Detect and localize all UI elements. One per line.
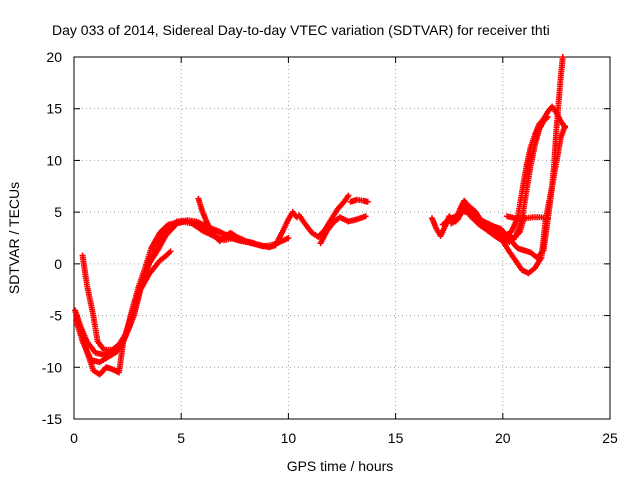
x-axis-title: GPS time / hours bbox=[287, 458, 394, 474]
y-tick-label: 10 bbox=[46, 152, 62, 168]
x-tick-label: 10 bbox=[281, 430, 297, 446]
data-point-markers bbox=[296, 192, 352, 240]
data-series bbox=[72, 54, 568, 378]
chart-title: Day 033 of 2014, Sidereal Day-to-day VTE… bbox=[52, 22, 550, 38]
y-tick-label: 5 bbox=[54, 204, 62, 220]
x-tick-label: 15 bbox=[388, 430, 404, 446]
data-point-markers bbox=[454, 103, 568, 240]
data-point-markers bbox=[504, 213, 551, 222]
y-tick-label: -5 bbox=[50, 308, 63, 324]
series-arc5 bbox=[195, 195, 258, 247]
x-tick-label: 5 bbox=[177, 430, 185, 446]
y-axis-title: SDTVAR / TECUs bbox=[6, 182, 22, 294]
x-tick-label: 25 bbox=[602, 430, 618, 446]
x-tick-label: 20 bbox=[495, 430, 511, 446]
y-tick-label: 20 bbox=[46, 49, 62, 65]
series-arc8 bbox=[347, 196, 371, 205]
x-tick-labels: 0 5 10 15 20 25 bbox=[70, 430, 618, 446]
axis-ticks bbox=[73, 56, 611, 420]
y-tick-labels: -15 -10 -5 0 5 10 15 20 bbox=[42, 49, 62, 427]
data-point-markers bbox=[347, 196, 371, 205]
data-point-markers bbox=[195, 195, 258, 247]
x-tick-label: 0 bbox=[70, 430, 78, 446]
y-tick-label: -15 bbox=[42, 411, 62, 427]
y-tick-label: 15 bbox=[46, 101, 62, 117]
data-point-markers bbox=[317, 213, 369, 247]
series-arc6 bbox=[296, 192, 352, 240]
plot-frame bbox=[73, 56, 611, 420]
series-arc7 bbox=[317, 213, 369, 247]
series-arc14 bbox=[504, 213, 551, 222]
y-tick-label: -10 bbox=[42, 359, 62, 375]
series-arc12 bbox=[454, 103, 568, 240]
y-tick-label: 0 bbox=[54, 256, 62, 272]
